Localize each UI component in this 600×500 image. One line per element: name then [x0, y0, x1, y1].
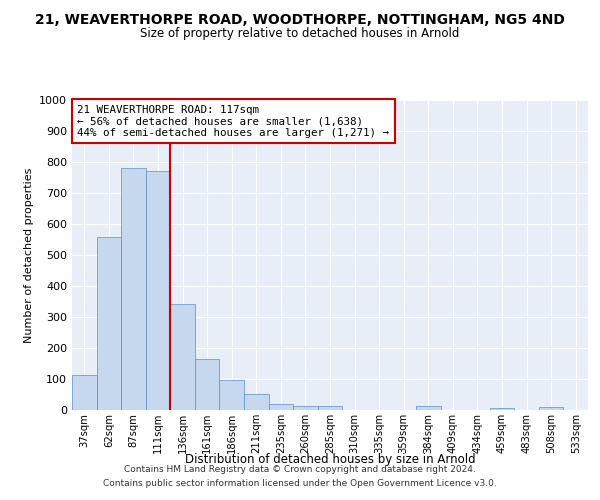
Bar: [318, 406, 342, 410]
Bar: [121, 168, 146, 410]
Text: Contains HM Land Registry data © Crown copyright and database right 2024.
Contai: Contains HM Land Registry data © Crown c…: [103, 466, 497, 487]
Bar: [244, 394, 269, 410]
Bar: [220, 380, 244, 410]
Text: Distribution of detached houses by size in Arnold: Distribution of detached houses by size …: [185, 452, 475, 466]
Text: 21, WEAVERTHORPE ROAD, WOODTHORPE, NOTTINGHAM, NG5 4ND: 21, WEAVERTHORPE ROAD, WOODTHORPE, NOTTI…: [35, 12, 565, 26]
Bar: [416, 406, 440, 410]
Bar: [269, 404, 293, 410]
Bar: [72, 376, 97, 410]
Bar: [490, 408, 514, 410]
Bar: [195, 359, 220, 410]
Text: Size of property relative to detached houses in Arnold: Size of property relative to detached ho…: [140, 28, 460, 40]
Bar: [146, 172, 170, 410]
Text: 21 WEAVERTHORPE ROAD: 117sqm
← 56% of detached houses are smaller (1,638)
44% of: 21 WEAVERTHORPE ROAD: 117sqm ← 56% of de…: [77, 104, 389, 138]
Bar: [97, 238, 121, 410]
Bar: [170, 304, 195, 410]
Y-axis label: Number of detached properties: Number of detached properties: [23, 168, 34, 342]
Bar: [293, 406, 318, 410]
Bar: [539, 407, 563, 410]
